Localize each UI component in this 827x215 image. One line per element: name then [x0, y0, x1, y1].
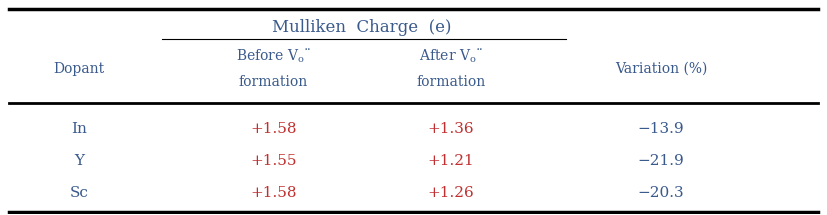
Text: Mulliken  Charge  (e): Mulliken Charge (e)	[272, 19, 452, 36]
Text: −21.9: −21.9	[638, 154, 685, 168]
Text: Dopant: Dopant	[54, 62, 105, 76]
Text: In: In	[71, 122, 87, 136]
Text: Before $\mathregular{V_o}$¨: Before $\mathregular{V_o}$¨	[236, 47, 311, 65]
Text: formation: formation	[416, 75, 485, 89]
Text: After $\mathregular{V_o}$¨: After $\mathregular{V_o}$¨	[418, 47, 483, 65]
Text: Sc: Sc	[69, 186, 88, 200]
Text: +1.36: +1.36	[428, 122, 474, 136]
Text: formation: formation	[238, 75, 308, 89]
Text: −13.9: −13.9	[638, 122, 685, 136]
Text: +1.55: +1.55	[250, 154, 296, 168]
Text: −20.3: −20.3	[638, 186, 685, 200]
Text: +1.58: +1.58	[250, 122, 296, 136]
Text: Variation (%): Variation (%)	[615, 62, 707, 76]
Text: +1.58: +1.58	[250, 186, 296, 200]
Text: +1.26: +1.26	[428, 186, 474, 200]
Text: +1.21: +1.21	[428, 154, 474, 168]
Text: Y: Y	[74, 154, 84, 168]
